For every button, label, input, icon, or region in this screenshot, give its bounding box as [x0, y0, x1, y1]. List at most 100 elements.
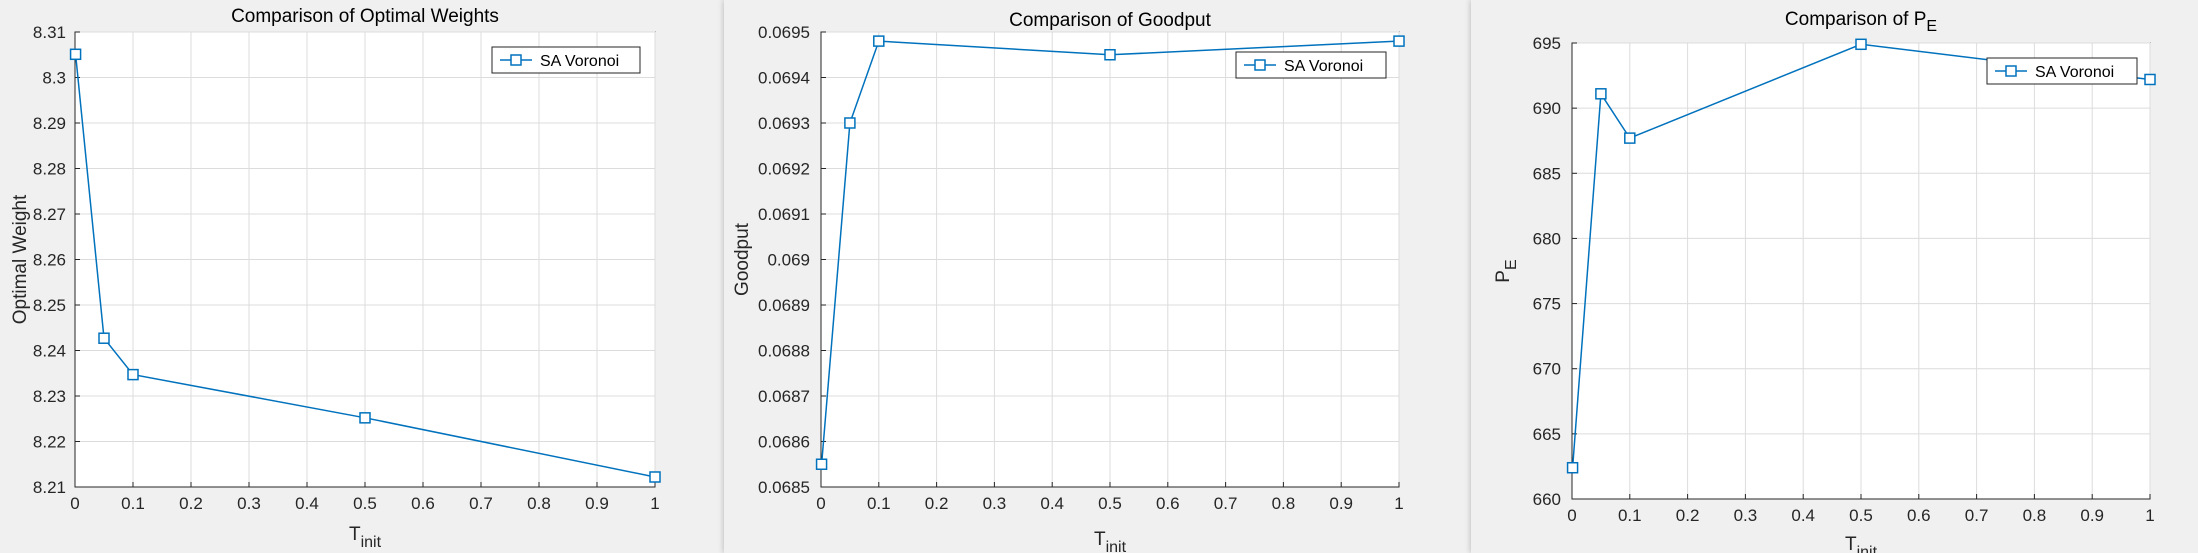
legend-entry-label: SA Voronoi	[1284, 58, 1363, 75]
x-tick-label: 0.7	[1214, 494, 1238, 513]
y-tick-label: 0.0693	[758, 114, 810, 133]
x-tick-label: 0.5	[353, 494, 377, 513]
data-point-marker	[127, 368, 139, 381]
y-axis-label-main: Goodput	[732, 222, 753, 296]
y-axis-label-main: P	[1493, 270, 1514, 283]
x-tick-label: 1	[1394, 494, 1403, 513]
data-point-marker	[69, 48, 82, 61]
y-axis-label: Goodput	[732, 222, 753, 296]
x-axis-label-main: T	[1845, 534, 1857, 553]
x-tick-label: 0.1	[1618, 506, 1642, 525]
x-tick-label: 0.9	[1329, 494, 1353, 513]
y-axis-label: PE	[1493, 259, 1520, 282]
x-tick-label: 0.7	[1965, 506, 1989, 525]
x-tick-label: 0.2	[1676, 506, 1700, 525]
chart-pe: 0 0.1 0.2 0.3 0.4 0.5 0.6 0.7 0.8 0.9 1 660 665 670 67…	[1493, 9, 2156, 553]
data-point-marker	[1393, 35, 1405, 47]
x-axis-label-subscript: init	[361, 534, 382, 551]
chart-title-main: Comparison of Optimal Weights	[231, 6, 499, 27]
y-tick-label: 0.0694	[758, 69, 810, 88]
y-tick-label: 670	[1533, 360, 1561, 379]
y-tick-label: 0.0686	[758, 433, 810, 452]
y-tick-label: 0.0695	[758, 23, 810, 42]
y-tick-label: 0.0688	[758, 342, 810, 361]
y-tick-label: 0.069	[767, 251, 810, 270]
legend-marker-square-icon	[1254, 59, 1266, 71]
x-tick-label: 0.1	[867, 494, 891, 513]
legend-marker-square-icon	[510, 54, 522, 66]
x-tick-label: 0.8	[1272, 494, 1296, 513]
y-tick-label: 695	[1533, 34, 1561, 53]
chart-title: Comparison of PE	[1785, 9, 1937, 35]
y-tick-label: 0.0687	[758, 387, 810, 406]
y-tick-label: 690	[1533, 99, 1561, 118]
y-tick-label: 660	[1533, 490, 1561, 509]
x-tick-label: 0.9	[2080, 506, 2104, 525]
x-tick-label: 0.2	[179, 494, 203, 513]
x-tick-label: 0.4	[1040, 494, 1064, 513]
chart-title: Comparison of Optimal Weights	[231, 6, 499, 27]
x-tick-label: 1	[650, 494, 659, 513]
data-point-marker	[98, 332, 110, 344]
y-tick-label: 680	[1533, 229, 1561, 248]
x-axis-label-main: T	[1094, 529, 1106, 550]
data-point-marker	[1624, 132, 1636, 144]
y-tick-label: 665	[1533, 425, 1561, 444]
chart-title: Comparison of Goodput	[1009, 10, 1211, 31]
x-tick-label: 0.8	[527, 494, 551, 513]
data-point-marker	[649, 471, 661, 483]
y-tick-label: 8.28	[33, 160, 66, 179]
y-tick-label: 0.0689	[758, 296, 810, 315]
data-point-marker	[1104, 49, 1116, 61]
y-tick-label: 8.25	[33, 296, 66, 315]
x-axis-label: Tinit	[349, 524, 382, 551]
x-axis-label-subscript: init	[1106, 539, 1127, 553]
chart-optimal-weights: 0 0.1 0.2 0.3 0.4 0.5 0.6 0.7 0.8 0.9 1 8.21 8.22 8.2…	[10, 6, 661, 551]
x-tick-label: 0.3	[1734, 506, 1758, 525]
y-axis-label: Optimal Weight	[10, 194, 31, 324]
y-tick-label: 0.0685	[758, 478, 810, 497]
x-tick-label: 0.5	[1849, 506, 1873, 525]
x-tick-label: 0.4	[295, 494, 319, 513]
y-tick-label: 8.22	[33, 433, 66, 452]
x-axis-label-main: T	[349, 524, 361, 545]
y-tick-label: 8.26	[33, 251, 66, 270]
x-tick-label: 0.5	[1098, 494, 1122, 513]
data-point-marker	[873, 35, 885, 47]
x-tick-label: 0	[1567, 506, 1576, 525]
x-tick-label: 0.3	[983, 494, 1007, 513]
legend: SA Voronoi	[491, 46, 641, 74]
data-point-marker	[2144, 73, 2156, 86]
chart-title-main: Comparison of Goodput	[1009, 10, 1211, 31]
legend: SA Voronoi	[1986, 57, 2138, 85]
y-axis-label-subscript: E	[1503, 259, 1520, 270]
y-axis-label-main: Optimal Weight	[10, 194, 31, 324]
x-tick-label: 0.9	[585, 494, 609, 513]
y-tick-label: 8.31	[33, 23, 66, 42]
x-tick-label: 0.1	[121, 494, 145, 513]
y-tick-label: 8.21	[33, 478, 66, 497]
data-point-marker	[1566, 461, 1579, 474]
x-tick-label: 0.3	[237, 494, 261, 513]
x-axis-label: Tinit	[1094, 529, 1127, 553]
x-tick-label: 0.6	[1156, 494, 1180, 513]
x-tick-label: 0	[816, 494, 825, 513]
figure-window-optimal-weights: 0 0.1 0.2 0.3 0.4 0.5 0.6 0.7 0.8 0.9 1 8.21 8.22 8.2…	[0, 0, 724, 553]
x-tick-label: 0.2	[925, 494, 949, 513]
chart-title-main: Comparison of P	[1785, 9, 1927, 30]
figure-window-pe: 0 0.1 0.2 0.3 0.4 0.5 0.6 0.7 0.8 0.9 1 660 665 670 67…	[1471, 0, 2198, 553]
data-point-marker	[1595, 88, 1607, 100]
data-point-marker	[844, 117, 856, 129]
y-tick-label: 8.27	[33, 205, 66, 224]
x-tick-label: 1	[2145, 506, 2154, 525]
legend-marker-square-icon	[2005, 65, 2017, 77]
legend-entry-label: SA Voronoi	[540, 53, 619, 70]
legend-entry-label: SA Voronoi	[2035, 64, 2114, 81]
x-tick-label: 0.6	[411, 494, 435, 513]
chart-goodput: 0 0.1 0.2 0.3 0.4 0.5 0.6 0.7 0.8 0.9 1 0.0685 0.068…	[732, 10, 1405, 553]
x-tick-label: 0.6	[1907, 506, 1931, 525]
y-tick-label: 8.3	[42, 69, 66, 88]
y-tick-label: 685	[1533, 164, 1561, 183]
chart-title-subscript: E	[1926, 18, 1937, 35]
figure-window-goodput: 0 0.1 0.2 0.3 0.4 0.5 0.6 0.7 0.8 0.9 1 0.0685 0.068…	[724, 0, 1471, 553]
